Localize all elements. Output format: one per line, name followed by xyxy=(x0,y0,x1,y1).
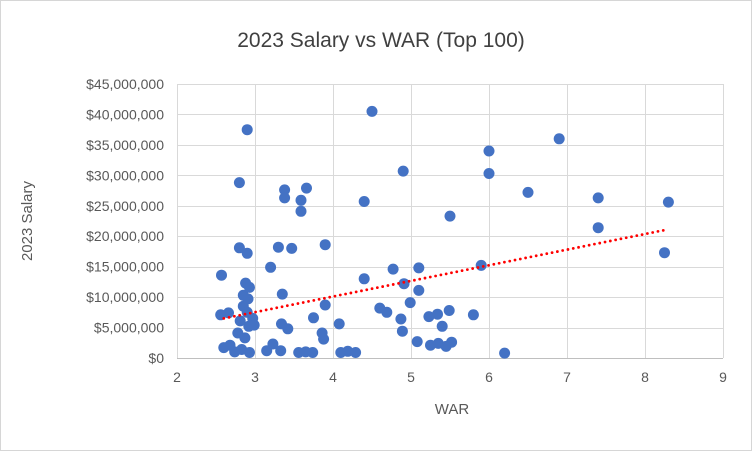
data-point xyxy=(381,306,393,318)
data-point xyxy=(404,297,416,309)
y-tick-label: $20,000,000 xyxy=(86,228,164,244)
data-point xyxy=(592,192,604,204)
data-point xyxy=(216,269,227,281)
data-point xyxy=(233,242,245,254)
y-tick-label: $30,000,000 xyxy=(86,167,164,183)
data-point xyxy=(319,239,331,251)
data-point xyxy=(659,247,670,259)
data-point xyxy=(241,124,253,136)
data-point xyxy=(282,323,294,335)
y-tick-label: $10,000,000 xyxy=(86,289,164,305)
data-point xyxy=(223,307,234,319)
data-point xyxy=(319,299,331,311)
data-point xyxy=(333,318,345,330)
y-tick-label: $5,000,000 xyxy=(94,320,164,336)
data-point xyxy=(239,332,251,344)
x-tick-label: 9 xyxy=(719,369,727,385)
data-point xyxy=(397,165,409,177)
data-point xyxy=(244,347,255,358)
data-point xyxy=(395,313,407,325)
data-point xyxy=(350,347,362,358)
data-point xyxy=(267,338,279,350)
data-point xyxy=(467,309,479,321)
plot-area: $0 $5,000,000 $10,000,000 $15,000,000 $20,00… xyxy=(86,76,727,385)
data-point xyxy=(444,210,456,222)
x-tick-label: 2 xyxy=(173,369,181,385)
data-point xyxy=(248,319,260,331)
data-point xyxy=(483,168,495,179)
y-tick-label: $40,000,000 xyxy=(86,106,164,122)
data-point xyxy=(286,242,298,254)
data-point xyxy=(307,347,319,358)
x-tick-label: 6 xyxy=(485,369,493,385)
data-point xyxy=(233,177,245,189)
data-point xyxy=(265,261,277,273)
y-tick-label: $35,000,000 xyxy=(86,137,164,153)
data-point xyxy=(366,105,378,117)
data-point xyxy=(483,145,495,157)
data-point xyxy=(522,186,534,198)
chart-title: 2023 Salary vs WAR (Top 100) xyxy=(237,29,525,52)
data-point xyxy=(443,305,455,316)
data-point xyxy=(413,262,425,274)
data-point xyxy=(275,345,287,357)
data-point xyxy=(475,259,487,271)
data-point xyxy=(387,263,399,275)
data-point xyxy=(308,312,319,324)
data-point xyxy=(279,184,291,196)
x-tick-label: 5 xyxy=(407,369,415,385)
data-point xyxy=(244,281,255,293)
data-point xyxy=(446,336,458,348)
data-point xyxy=(318,333,330,345)
data-point xyxy=(234,315,246,327)
data-point xyxy=(423,311,435,323)
x-axis-title: WAR xyxy=(435,401,470,418)
data-point xyxy=(436,320,448,332)
data-point xyxy=(295,194,307,206)
data-point xyxy=(413,284,425,296)
data-point xyxy=(301,182,312,194)
x-tick-label: 3 xyxy=(251,369,259,385)
data-point xyxy=(499,347,511,359)
x-tick-label: 7 xyxy=(563,369,571,385)
data-point xyxy=(432,308,443,320)
x-tick-label: 8 xyxy=(641,369,649,385)
data-point xyxy=(242,293,254,305)
data-point xyxy=(358,196,370,207)
data-point xyxy=(279,192,291,204)
data-point xyxy=(592,222,604,234)
data-point xyxy=(411,336,423,348)
data-point xyxy=(396,325,408,337)
data-point xyxy=(241,247,253,259)
data-point xyxy=(272,241,284,253)
data-point xyxy=(276,288,288,300)
data-point xyxy=(295,205,307,217)
x-tick-label: 4 xyxy=(329,369,337,385)
y-tick-label: $0 xyxy=(148,350,164,366)
y-tick-label: $45,000,000 xyxy=(86,76,164,92)
y-tick-label: $15,000,000 xyxy=(86,259,164,275)
data-point xyxy=(662,196,674,208)
data-point xyxy=(553,133,565,145)
y-tick-label: $25,000,000 xyxy=(86,198,164,214)
trendline xyxy=(222,228,666,320)
data-point xyxy=(358,273,370,285)
y-axis-title: 2023 Salary xyxy=(19,180,36,261)
